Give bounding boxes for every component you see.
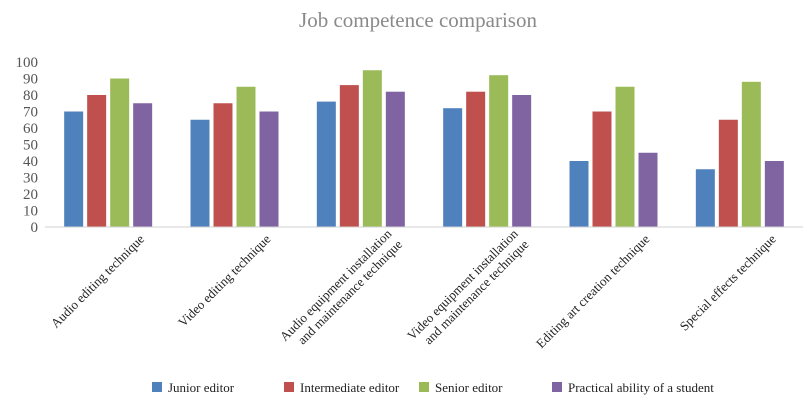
- legend-label: Practical ability of a student: [568, 380, 714, 395]
- bar-2-2: [362, 70, 382, 227]
- bar-4-2: [615, 86, 635, 227]
- chart-title: Job competence comparison: [299, 8, 537, 32]
- legend-label: Intermediate editor: [300, 380, 400, 395]
- y-tick-label: 50: [23, 138, 38, 154]
- legend-swatch: [552, 382, 562, 392]
- y-tick-label: 80: [23, 88, 38, 104]
- bar-1-2: [236, 86, 256, 227]
- bar-2-3: [385, 91, 405, 227]
- bar-5-0: [695, 169, 715, 227]
- x-tick-label-line: Special effects technique: [676, 231, 778, 333]
- y-tick-label: 70: [23, 105, 38, 121]
- bar-5-3: [764, 161, 784, 227]
- y-tick-label: 30: [23, 171, 38, 187]
- legend-swatch: [284, 382, 294, 392]
- bar-3-1: [466, 91, 486, 227]
- legend-label: Senior editor: [435, 380, 503, 395]
- bars: [64, 70, 784, 227]
- y-tick-label: 0: [31, 220, 39, 236]
- x-tick-label-line: Audio equipment installation: [277, 226, 395, 344]
- bar-0-3: [133, 103, 153, 227]
- legend: Junior editor Intermediate editor Senior e…: [152, 380, 714, 395]
- y-tick-label: 40: [23, 154, 38, 170]
- bar-1-3: [259, 111, 279, 227]
- y-tick-label: 60: [23, 121, 38, 137]
- bar-3-2: [489, 75, 509, 227]
- bar-4-1: [592, 111, 612, 227]
- x-tick-label-line: Editing art creation technique: [533, 231, 653, 351]
- x-axis: Audio editing technique Video editing tec…: [48, 226, 779, 351]
- bar-3-0: [443, 108, 463, 227]
- x-tick-label: Special effects technique: [676, 231, 778, 333]
- x-tick-label-line: Video equipment installation: [404, 226, 521, 343]
- bar-0-0: [64, 111, 84, 227]
- x-tick-label-line: Video editing technique: [175, 231, 274, 330]
- bar-0-2: [110, 78, 130, 227]
- y-tick-label: 20: [23, 187, 38, 203]
- legend-swatch: [152, 382, 162, 392]
- bar-1-0: [190, 119, 210, 227]
- legend-label: Junior editor: [168, 380, 235, 395]
- bar-3-3: [512, 95, 532, 227]
- x-tick-label-line: and maintenance technique: [421, 236, 532, 347]
- y-tick-label: 90: [23, 72, 38, 88]
- bar-4-3: [638, 152, 658, 227]
- y-tick-label: 100: [16, 55, 39, 71]
- x-tick-label-line: Audio editing technique: [48, 231, 148, 331]
- x-tick-label: Video editing technique: [175, 231, 274, 330]
- bar-4-0: [569, 161, 589, 227]
- bar-2-1: [339, 85, 359, 227]
- y-tick-label: 10: [23, 204, 38, 220]
- bar-1-1: [213, 103, 233, 227]
- x-tick-label: Editing art creation technique: [533, 231, 653, 351]
- x-tick-label: Audio editing technique: [48, 231, 148, 331]
- bar-5-1: [718, 119, 738, 227]
- bar-2-0: [316, 101, 336, 227]
- bar-0-1: [87, 95, 107, 227]
- legend-swatch: [419, 382, 429, 392]
- x-tick-label-line: and maintenance technique: [294, 236, 405, 347]
- bar-5-2: [741, 81, 761, 227]
